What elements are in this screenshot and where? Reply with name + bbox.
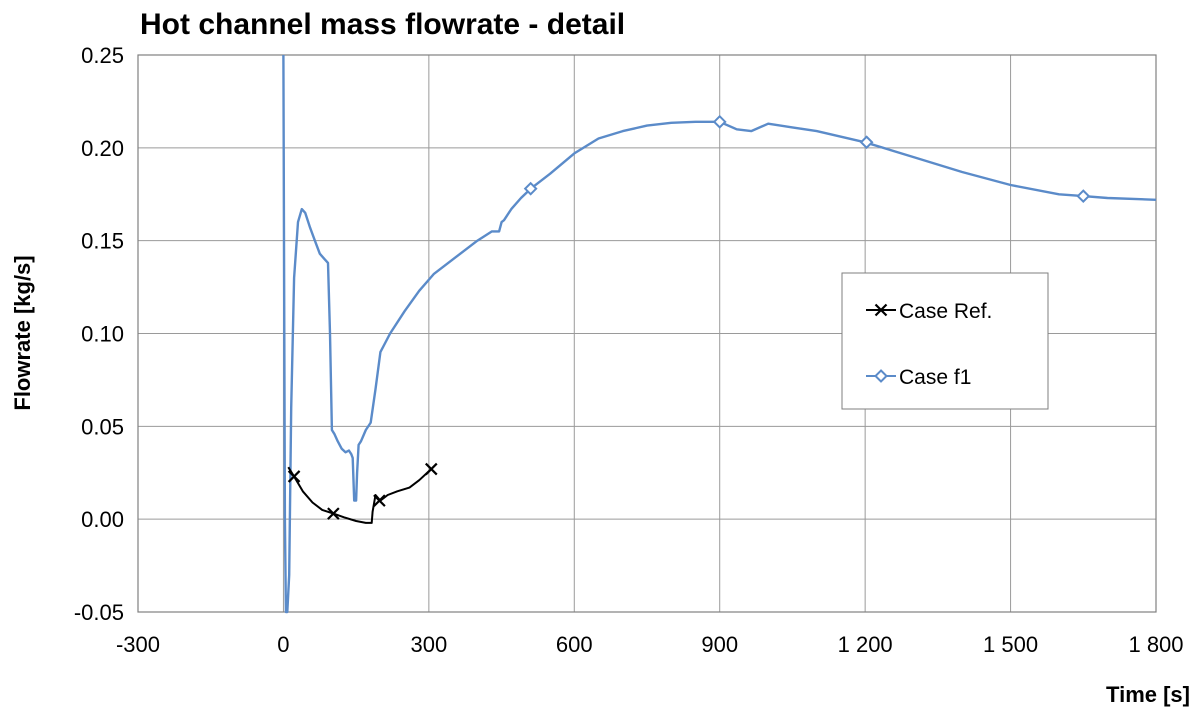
series-1-marker (712, 114, 727, 129)
series-0-marker (425, 462, 438, 476)
series-0-marker (287, 470, 301, 483)
legend-case-f1-marker (874, 369, 888, 383)
x-axis-label: Time [s] (1106, 682, 1190, 707)
series-0-marker (327, 507, 340, 520)
series-1-line (282, 54, 1156, 614)
y-tick-label: 0.20 (81, 136, 124, 161)
series-1-marker (1076, 189, 1091, 204)
x-tick-label: 0 (277, 632, 289, 657)
series-1-marker (859, 135, 874, 150)
series-0-marker (373, 494, 386, 507)
x-tick-label: 1 200 (838, 632, 893, 657)
y-tick-label: 0.15 (81, 229, 124, 254)
legend-box (841, 272, 1049, 410)
series-0-line (287, 466, 432, 524)
y-axis-label: Flowrate [kg/s] (10, 255, 35, 410)
series-1-marker (523, 181, 538, 196)
plot-frame (137, 54, 1157, 613)
legend: Case Ref. Case f1 (841, 272, 1049, 410)
x-tick-label: 900 (701, 632, 738, 657)
chart-title: Hot channel mass flowrate - detail (140, 8, 625, 41)
legend-case-ref-marker (874, 303, 888, 317)
x-tick-label: 1 800 (1128, 632, 1183, 657)
x-tick-label: 600 (556, 632, 593, 657)
y-tick-label: 0.25 (81, 43, 124, 68)
series-1-group (282, 54, 1156, 614)
series-0-group (287, 462, 438, 524)
legend-case-f1-symbol (866, 369, 896, 383)
x-tick-label: 1 500 (983, 632, 1038, 657)
series-lines (282, 54, 1156, 614)
y-tick-label: 0.10 (81, 322, 124, 347)
y-tick-label: -0.05 (74, 600, 124, 625)
x-tick-label: -300 (116, 632, 160, 657)
legend-case-ref-symbol (866, 303, 896, 317)
legend-case-ref-label: Case Ref. (899, 300, 992, 323)
legend-case-f1-label: Case f1 (899, 366, 971, 389)
x-tick-label: 300 (410, 632, 447, 657)
y-tick-label: 0.00 (81, 507, 124, 532)
x-axis-ticks: -300 0 300 600 900 1 200 1 500 1 800 (116, 632, 1184, 657)
y-axis-ticks: -0.05 0.00 0.05 0.10 0.15 0.20 0.25 (74, 43, 124, 625)
y-tick-label: 0.05 (81, 414, 124, 439)
